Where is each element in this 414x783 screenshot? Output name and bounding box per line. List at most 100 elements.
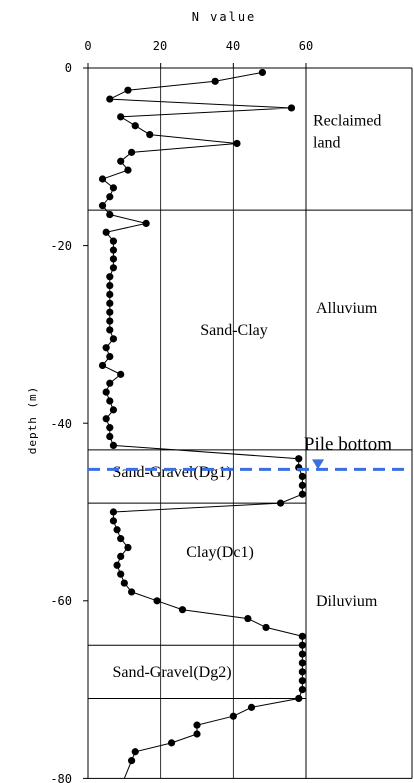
data-point-24 (106, 281, 114, 290)
pile-bottom-label: Pile bottom (304, 434, 392, 455)
data-point-63 (298, 632, 306, 640)
data-point-62 (262, 623, 270, 632)
data-point-36 (102, 388, 110, 396)
data-point-52 (117, 535, 125, 543)
layer-boundaries (88, 209, 412, 699)
y-tick-neg60: -60 (50, 594, 72, 608)
data-point-30 (109, 335, 118, 343)
data-point-42 (109, 441, 118, 449)
plot-frame (83, 63, 413, 779)
data-point-48 (276, 499, 285, 507)
data-point-39 (102, 415, 110, 423)
data-point-49 (109, 508, 118, 516)
data-point-10 (117, 157, 125, 165)
data-point-31 (102, 344, 110, 352)
data-point-18 (102, 228, 110, 236)
y-tick-neg80: -80 (50, 772, 72, 783)
data-point-76 (131, 748, 139, 756)
data-point-73 (193, 721, 201, 729)
layer-label-sand-clay: Sand-Clay (200, 322, 268, 339)
data-point-56 (117, 570, 125, 578)
data-point-58 (128, 588, 136, 596)
data-point-55 (113, 561, 121, 569)
data-point-68 (298, 677, 306, 685)
data-point-77 (128, 757, 136, 765)
x-tick-20: 20 (153, 39, 167, 53)
data-point-47 (298, 490, 306, 498)
data-point-0 (258, 68, 266, 77)
data-point-21 (109, 255, 118, 263)
geology-label-land: land (313, 135, 341, 152)
data-point-23 (106, 273, 114, 281)
y-axis-title: depth (m) (26, 386, 39, 455)
data-point-59 (153, 597, 161, 605)
x-tick-40: 40 (226, 39, 240, 53)
data-point-14 (106, 193, 114, 201)
data-point-12 (98, 175, 107, 183)
data-point-67 (298, 668, 306, 676)
data-point-32 (106, 353, 114, 361)
y-tick-neg20: -20 (50, 239, 72, 253)
data-point-26 (106, 299, 114, 307)
data-point-22 (109, 264, 118, 272)
data-point-37 (106, 397, 114, 405)
layer-label-dg1: Sand-Gravel(Dg1) (112, 464, 231, 481)
geology-label-reclaimed: Reclaimed (313, 113, 381, 130)
data-point-41 (106, 432, 114, 441)
data-point-51 (113, 526, 121, 534)
x-tick-0: 0 (84, 39, 91, 53)
data-point-2 (124, 86, 132, 94)
data-point-66 (298, 659, 306, 667)
data-point-71 (247, 703, 256, 711)
data-point-45 (298, 472, 306, 481)
data-point-6 (131, 122, 139, 130)
data-point-65 (298, 650, 306, 658)
layer-label-dc1: Clay(Dc1) (186, 544, 254, 561)
data-point-75 (167, 739, 176, 747)
data-point-57 (120, 579, 128, 587)
data-point-35 (106, 379, 114, 387)
data-point-34 (117, 370, 125, 378)
data-point-53 (124, 543, 132, 552)
data-point-50 (109, 517, 118, 525)
layer-label-dg2: Sand-Gravel(Dg2) (112, 664, 231, 681)
data-point-25 (106, 290, 114, 299)
data-point-15 (98, 202, 107, 210)
geology-label-diluvium: Diluvium (316, 593, 378, 610)
data-point-54 (117, 552, 125, 561)
data-point-72 (229, 712, 237, 720)
data-point-20 (109, 246, 118, 254)
data-point-8 (233, 139, 241, 148)
y-tick-neg40: -40 (50, 417, 72, 431)
data-point-38 (109, 406, 118, 414)
geology-label-alluvium: Alluvium (316, 300, 378, 317)
data-point-29 (106, 326, 114, 334)
data-point-4 (287, 104, 296, 112)
pile-bottom-marker (88, 459, 404, 471)
data-point-28 (106, 317, 114, 325)
data-point-1 (211, 77, 219, 85)
data-point-74 (193, 730, 201, 738)
data-point-61 (244, 614, 252, 623)
data-point-16 (106, 210, 114, 219)
data-point-3 (106, 95, 114, 103)
data-point-7 (146, 131, 154, 139)
data-point-70 (295, 694, 303, 703)
data-point-40 (106, 424, 114, 432)
data-point-60 (178, 606, 187, 614)
y-tick-0: 0 (65, 61, 72, 75)
data-point-19 (109, 237, 118, 245)
data-point-13 (109, 184, 118, 192)
data-point-9 (128, 148, 136, 156)
data-point-33 (98, 361, 107, 370)
series-line (101, 71, 303, 761)
data-point-17 (142, 219, 150, 227)
data-point-11 (124, 166, 132, 174)
data-point-43 (295, 455, 303, 463)
x-tick-60: 60 (299, 39, 313, 53)
x-axis-title: N value (192, 10, 257, 24)
data-point-5 (117, 113, 125, 121)
n-value-series (98, 68, 306, 779)
data-point-69 (298, 686, 306, 694)
